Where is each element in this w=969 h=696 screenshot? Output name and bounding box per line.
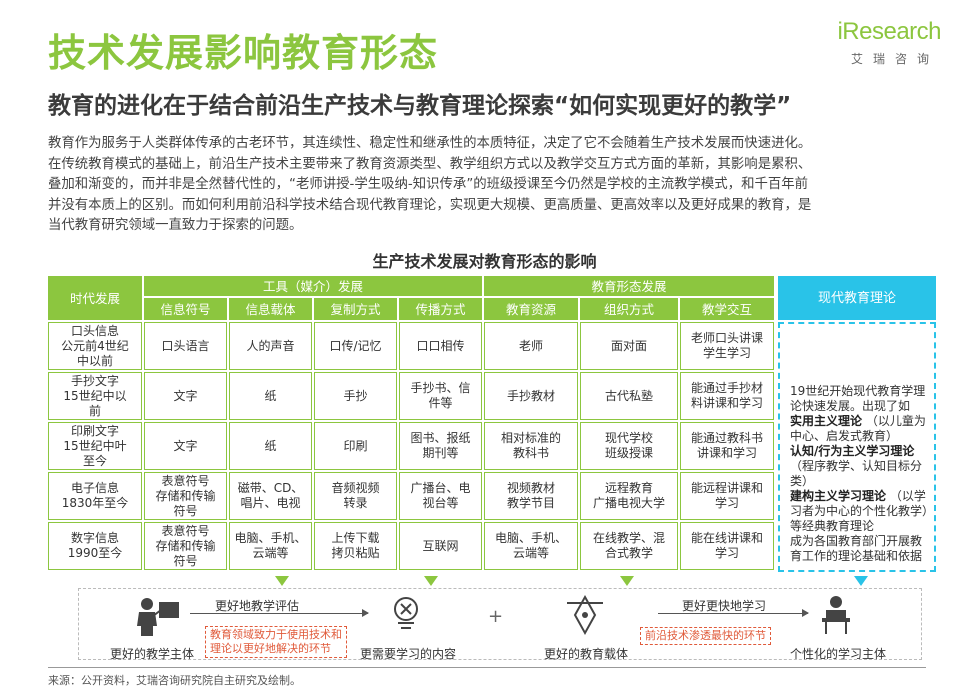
table-cell: 表意符号 存储和传输 符号	[144, 472, 227, 520]
column-header: 教育资源	[484, 298, 578, 320]
table-cell: 手抄书、信 件等	[399, 372, 482, 420]
table-cell: 上传下载 拷贝粘贴	[314, 522, 397, 570]
table-cell: 图书、报纸 期刊等	[399, 422, 482, 470]
column-header: 信息符号	[144, 298, 227, 320]
pen-nib-icon	[567, 594, 603, 636]
note-tech-theory: 教育领域致力于使用技术和 理论以更好地解决的环节	[205, 626, 347, 658]
table-cell: 远程教育 广播电视大学	[580, 472, 678, 520]
theory-header: 现代教育理论	[778, 276, 936, 320]
down-arrow	[620, 576, 634, 586]
table-cell: 古代私塾	[580, 372, 678, 420]
arrow-label: 更好更快地学习	[682, 599, 767, 613]
column-header: 信息载体	[229, 298, 312, 320]
flow-label-content: 更需要学习的内容	[360, 647, 457, 661]
down-arrow	[275, 576, 289, 586]
theory-pragmatism: 实用主义理论	[790, 414, 863, 428]
divider	[48, 667, 926, 668]
flow-label-teacher: 更好的教学主体	[110, 647, 195, 661]
table-cell: 磁带、CD、 唱片、电视	[229, 472, 312, 520]
intro-line: 在传统教育模式的基础上，前沿生产技术主要带来了教育资源类型、教学组织方式以及教学…	[48, 156, 812, 172]
table-cell: 电脑、手机、 云端等	[229, 522, 312, 570]
flow-label-carrier: 更好的教育载体	[544, 647, 629, 661]
table-cell: 文字	[144, 422, 227, 470]
teacher-icon	[137, 598, 179, 636]
theory-text: （程序教学、认知目标分类）	[790, 459, 923, 488]
intro-line: 当代教育研究领域一直致力于探索的问题。	[48, 218, 303, 233]
era-cell: 手抄文字 15世纪中以 前	[48, 372, 142, 420]
source-note: 来源：公开资料，艾瑞咨询研究院自主研究及绘制。	[48, 674, 301, 687]
table-cell: 相对标准的 教科书	[484, 422, 578, 470]
content-icon	[394, 597, 418, 629]
table-cell: 印刷	[314, 422, 397, 470]
iresearch-logo: iResearch 艾瑞咨询	[826, 18, 941, 68]
table-cell: 音频视频 转录	[314, 472, 397, 520]
flow-arrow	[190, 609, 369, 617]
intro-line: 叠加和渐变的，而并非是全然替代性的，“老师讲授-学生吸纳-知识传承”的班级授课至…	[48, 177, 809, 192]
column-header: 复制方式	[314, 298, 397, 320]
flow-box	[78, 588, 922, 660]
table-cell: 能远程讲课和 学习	[680, 472, 774, 520]
theory-text: 19世纪开始现代教育学理论快速发展。出现了如	[790, 384, 926, 413]
table-cell: 视频教材 教学节目	[484, 472, 578, 520]
era-cell: 数字信息 1990至今	[48, 522, 142, 570]
note-fastest: 前沿技术渗透最快的环节	[640, 627, 771, 645]
era-cell: 电子信息 1830年至今	[48, 472, 142, 520]
table-cell: 现代学校 班级授课	[580, 422, 678, 470]
flow-label-learner: 个性化的学习主体	[790, 647, 887, 661]
flow-arrow	[658, 609, 809, 617]
table-cell: 纸	[229, 372, 312, 420]
table-cell: 能通过手抄材 料讲课和学习	[680, 372, 774, 420]
table-cell: 能通过教科书 讲课和学习	[680, 422, 774, 470]
down-arrow	[424, 576, 438, 586]
intro-line: 教育作为服务于人类群体传承的古老环节，其连续性、稳定性和继承性的本质特征，决定了…	[48, 136, 812, 151]
table-cell: 面对面	[580, 322, 678, 370]
theory-cognitive: 认知/行为主义学习理论	[790, 444, 915, 458]
table-cell: 手抄教材	[484, 372, 578, 420]
theory-text: （以学习者为中心的个性化教学）等经典教育理论	[790, 489, 929, 533]
arrow-label: 更好地教学评估	[215, 599, 300, 613]
table-cell: 广播台、电 视台等	[399, 472, 482, 520]
theory-constructivism: 建构主义学习理论	[790, 489, 887, 503]
down-arrow	[854, 576, 868, 586]
table-cell: 手抄	[314, 372, 397, 420]
theory-box: 19世纪开始现代教育学理论快速发展。出现了如 实用主义理论 （以儿童为中心、启发…	[778, 322, 936, 572]
theory-text: 成为各国教育部门开展教育工作的理论基础和依据	[790, 534, 923, 563]
era-header: 时代发展	[48, 276, 142, 320]
column-header: 组织方式	[580, 298, 678, 320]
table-cell: 口头语言	[144, 322, 227, 370]
era-cell: 印刷文字 15世纪中叶 至今	[48, 422, 142, 470]
table-cell: 能在线讲课和 学习	[680, 522, 774, 570]
learner-icon	[822, 596, 850, 634]
intro-line: 并没有本质上的区别。而如何利用前沿科学技术结合现代教育理论，实现更大规模、更高质…	[48, 197, 812, 213]
column-header: 传播方式	[399, 298, 482, 320]
table-cell: 老师	[484, 322, 578, 370]
table-cell: 电脑、手机、 云端等	[484, 522, 578, 570]
table-title: 生产技术发展对教育形态的影响	[372, 252, 597, 271]
plus-sign: +	[488, 606, 504, 627]
table-cell: 口传/记忆	[314, 322, 397, 370]
table-cell: 人的声音	[229, 322, 312, 370]
column-header: 教学交互	[680, 298, 774, 320]
logo-subtext: 艾瑞咨询	[850, 52, 939, 66]
table-cell: 互联网	[399, 522, 482, 570]
intro-paragraph: 教育作为服务于人类群体传承的古老环节，其连续性、稳定性和继承性的本质特征，决定了…	[48, 134, 928, 237]
page-subtitle: 教育的进化在于结合前沿生产技术与教育理论探索“如何实现更好的教学”	[48, 93, 792, 119]
logo-text: iResearch	[837, 18, 941, 45]
table-cell: 在线教学、混 合式教学	[580, 522, 678, 570]
era-cell: 口头信息 公元前4世纪 中以前	[48, 322, 142, 370]
table-cell: 老师口头讲课 学生学习	[680, 322, 774, 370]
form-group-header: 教育形态发展	[484, 276, 774, 296]
tools-group-header: 工具（媒介）发展	[144, 276, 482, 296]
page-title: 技术发展影响教育形态	[48, 31, 439, 75]
table-cell: 纸	[229, 422, 312, 470]
theory-text: （以儿童为中心、启发式教育）	[790, 414, 926, 443]
table-cell: 表意符号 存储和传输 符号	[144, 522, 227, 570]
table-cell: 文字	[144, 372, 227, 420]
table-cell: 口口相传	[399, 322, 482, 370]
